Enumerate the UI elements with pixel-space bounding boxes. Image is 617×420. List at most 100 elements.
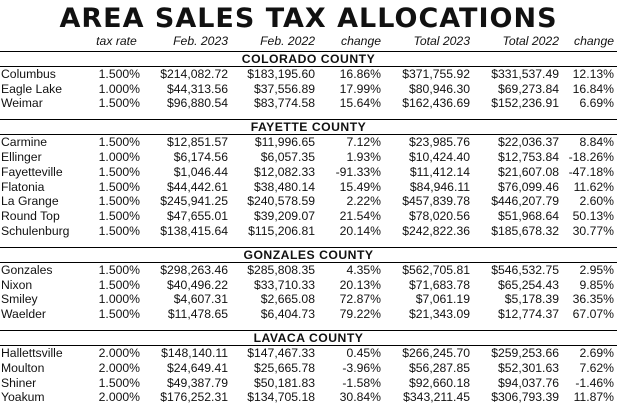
total-2022-cell: $22,036.37 xyxy=(498,135,559,150)
total-2022-cell: $259,253.66 xyxy=(491,345,559,360)
tax-rate-cell: 2.000% xyxy=(98,360,140,375)
column-header-feb-2022: Feb. 2022 xyxy=(260,34,315,48)
county-header-row: GONZALES COUNTY xyxy=(0,246,617,263)
feb-2022-cell: $240,578.59 xyxy=(247,194,315,209)
city-name-cell: Nixon xyxy=(1,277,33,292)
city-name-cell: Eagle Lake xyxy=(1,81,62,96)
total-2023-cell: $242,822.36 xyxy=(402,223,470,238)
feb-2023-cell: $214,082.72 xyxy=(160,66,228,81)
feb-2022-cell: $6,404.73 xyxy=(260,307,315,322)
total-2023-cell: $78,020.56 xyxy=(409,209,470,224)
city-name-cell: La Grange xyxy=(1,194,59,209)
feb-2022-cell: $183,195.60 xyxy=(247,66,315,81)
total-change-cell: 8.84% xyxy=(579,135,614,150)
table-row: Gonzales 1.500% $298,263.46 $285,808.35 4.35… xyxy=(0,262,617,277)
feb-2022-cell: $50,181.83 xyxy=(254,375,315,390)
table-row: Fayetteville 1.500% $1,046.44 $12,082.33 -91… xyxy=(0,165,617,180)
feb-2023-cell: $40,496.22 xyxy=(167,277,228,292)
total-change-cell: 11.62% xyxy=(573,179,614,194)
city-name-cell: Yoakum xyxy=(1,390,45,405)
tax-rate-cell: 1.000% xyxy=(98,292,140,307)
table-row: Moulton 2.000% $24,649.41 $25,665.78 -3.96% $… xyxy=(0,361,617,376)
tax-rate-cell: 1.500% xyxy=(98,209,140,224)
feb-2022-cell: $12,082.33 xyxy=(254,164,315,179)
tax-rate-cell: 1.500% xyxy=(98,194,140,209)
city-name-cell: Columbus xyxy=(1,66,56,81)
table-row: Flatonia 1.500% $44,442.61 $38,480.14 15.49%… xyxy=(0,180,617,195)
tax-rate-cell: 1.500% xyxy=(98,223,140,238)
total-change-cell: 50.13% xyxy=(572,209,614,224)
monthly-change-cell: 30.84% xyxy=(339,390,381,405)
county-spacer xyxy=(0,239,617,248)
monthly-change-cell: -1.58% xyxy=(342,375,381,390)
total-2023-cell: $92,660.18 xyxy=(409,375,470,390)
monthly-change-cell: 7.12% xyxy=(346,135,381,150)
city-name-cell: Fayetteville xyxy=(1,164,63,179)
city-name-cell: Gonzales xyxy=(1,262,53,277)
county-name: LAVACA COUNTY xyxy=(0,329,617,346)
total-2023-cell: $266,245.70 xyxy=(402,345,470,360)
county-header-row: LAVACA COUNTY xyxy=(0,329,617,346)
total-2023-cell: $162,436.69 xyxy=(402,96,470,111)
tax-rate-cell: 2.000% xyxy=(98,390,140,405)
monthly-change-cell: 15.64% xyxy=(339,96,381,111)
monthly-change-cell: -3.96% xyxy=(342,360,381,375)
feb-2022-cell: $38,480.14 xyxy=(254,179,315,194)
county-name: COLORADO COUNTY xyxy=(0,50,617,67)
city-name-cell: Moulton xyxy=(1,360,45,375)
feb-2022-cell: $2,665.08 xyxy=(260,292,315,307)
table-row: Eagle Lake 1.000% $44,313.56 $37,556.89 17.9… xyxy=(0,82,617,97)
city-name-cell: Smiley xyxy=(1,292,38,307)
spacer-cell xyxy=(0,322,617,331)
total-change-cell: 9.85% xyxy=(579,277,614,292)
total-change-cell: 36.35% xyxy=(572,292,614,307)
feb-2022-cell: $83,774.58 xyxy=(254,96,315,111)
feb-2022-cell: $6,057.35 xyxy=(260,149,315,164)
total-2023-cell: $11,412.14 xyxy=(409,164,470,179)
table-row: Ellinger 1.000% $6,174.56 $6,057.35 1.93% $10… xyxy=(0,150,617,165)
table-row: Shiner 1.500% $49,387.79 $50,181.83 -1.58% $9… xyxy=(0,376,617,391)
total-change-cell: 11.87% xyxy=(573,390,614,405)
total-change-cell: -1.46% xyxy=(575,375,614,390)
total-2023-cell: $84,946.11 xyxy=(409,179,470,194)
monthly-change-cell: 72.87% xyxy=(339,292,381,307)
monthly-change-cell: 20.13% xyxy=(339,277,381,292)
total-2022-cell: $94,037.76 xyxy=(498,375,559,390)
tax-rate-cell: 1.500% xyxy=(98,179,140,194)
total-2023-cell: $71,683.78 xyxy=(409,277,470,292)
total-2022-cell: $52,301.63 xyxy=(498,360,559,375)
city-name-cell: Waelder xyxy=(1,307,46,322)
feb-2023-cell: $44,442.61 xyxy=(167,179,228,194)
monthly-change-cell: 0.45% xyxy=(346,345,381,360)
total-2022-cell: $69,273.84 xyxy=(498,81,559,96)
total-change-cell: 7.62% xyxy=(579,360,614,375)
feb-2023-cell: $24,649.41 xyxy=(167,360,228,375)
total-2023-cell: $21,343.09 xyxy=(409,307,470,322)
total-2022-cell: $5,178.39 xyxy=(504,292,559,307)
table-row: Yoakum 2.000% $176,252.31 $134,705.18 30.84%… xyxy=(0,390,617,405)
feb-2023-cell: $176,252.31 xyxy=(160,390,228,405)
total-2023-cell: $343,211.45 xyxy=(403,390,470,405)
feb-2022-cell: $33,710.33 xyxy=(254,277,315,292)
feb-2022-cell: $134,705.18 xyxy=(247,390,315,405)
city-name-cell: Ellinger xyxy=(1,149,42,164)
feb-2023-cell: $47,655.01 xyxy=(167,209,228,224)
total-2022-cell: $12,753.84 xyxy=(498,149,559,164)
total-2022-cell: $331,537.49 xyxy=(491,66,559,81)
city-name-cell: Flatonia xyxy=(1,179,45,194)
feb-2022-cell: $25,665.78 xyxy=(254,360,315,375)
county-spacer xyxy=(0,322,617,331)
total-2023-cell: $562,705.81 xyxy=(402,262,470,277)
monthly-change-cell: 17.99% xyxy=(339,81,381,96)
city-name-cell: Schulenburg xyxy=(1,223,70,238)
total-2022-cell: $21,607.08 xyxy=(498,164,559,179)
total-change-cell: -47.18% xyxy=(568,164,614,179)
total-2022-cell: $185,678.32 xyxy=(491,223,559,238)
tax-rate-cell: 2.000% xyxy=(98,345,140,360)
total-2022-cell: $65,254.43 xyxy=(498,277,559,292)
total-2022-cell: $76,099.46 xyxy=(498,179,559,194)
spacer-cell xyxy=(0,239,617,248)
monthly-change-cell: 79.22% xyxy=(339,307,381,322)
total-change-cell: -18.26% xyxy=(568,149,614,164)
total-change-cell: 12.13% xyxy=(572,66,614,81)
